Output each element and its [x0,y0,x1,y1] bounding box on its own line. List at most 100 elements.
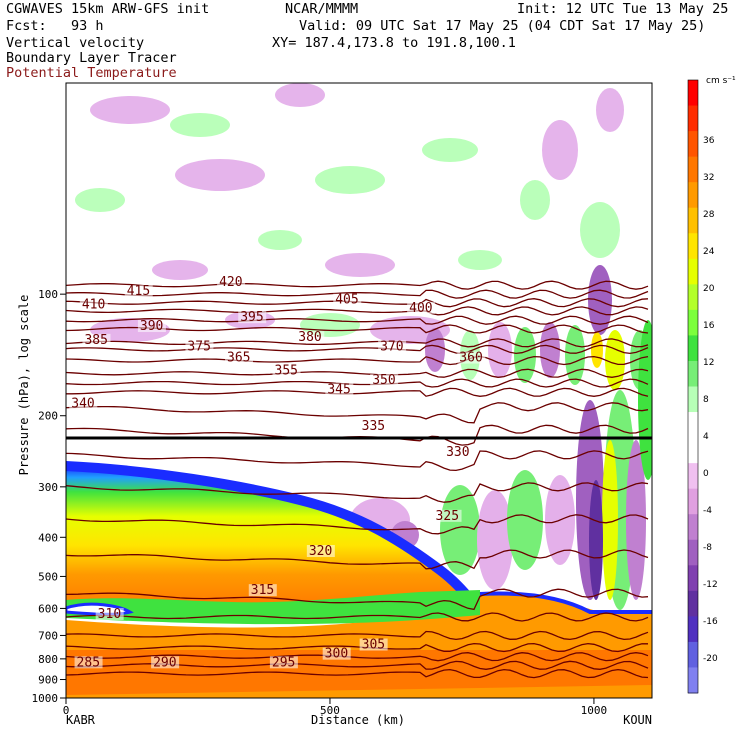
contour-label: 325 [436,509,459,524]
theta-contour [66,378,649,388]
colorbar-swatch [688,335,698,362]
contour-label-bg [359,638,388,651]
y-tick-label: 800 [38,653,58,666]
x-axis: 0 500 1000 [63,698,607,717]
contour-labels: 420 415 410 405 400 395 390 385 380 375 370 365 360 3… [69,275,486,670]
colorbar-label: 36 [703,136,715,146]
colorbar-label: 20 [703,284,715,294]
model-title: CGWAVES 15km ARW-GFS init [6,1,210,17]
colorbar-label: 0 [703,469,709,479]
theta-contour [66,402,649,424]
contour-label-bg [296,331,325,344]
contour-label-bg [433,509,462,522]
cross-section-coords: XY= 187.4,173.8 to 191.8,100.1 [272,35,516,51]
y-tick-label: 500 [38,570,58,583]
theta-contour [66,668,649,679]
theta-contour [66,450,649,472]
contour-label: 315 [251,583,274,598]
x-axis-label: Distance (km) [311,713,405,727]
y-tick-label: 600 [38,602,58,615]
contour-label-bg [217,276,246,289]
contour-label: 345 [327,382,350,397]
contour-label: 355 [275,363,298,378]
colorbar-label: -16 [703,617,718,627]
theta-contour [66,344,649,355]
x-tick-label: 1000 [581,704,608,717]
field-boundary-layer-tracer: Boundary Layer Tracer [6,50,177,66]
colorbar-label: -4 [703,506,712,516]
contour-label-bg [185,340,214,353]
contour-label-bg [359,420,388,433]
contour-label-bg [74,656,103,669]
org-label: NCAR/MMMM [285,1,359,17]
theta-contour [66,588,649,611]
init-label: Init: 12 UTC Tue 13 May 25 [517,1,729,17]
plot-frame [65,82,653,699]
contour-label-bg [322,647,351,660]
shaded-field [66,83,652,698]
theta-contour [66,306,649,316]
y-axis-label: Pressure (hPa), log scale [17,295,31,476]
contour-label: 360 [459,351,482,366]
colorbar-swatch [688,514,698,541]
theta-contour [66,652,649,662]
x-tick-label: 500 [320,704,340,717]
y-tick-label: 900 [38,674,58,687]
contour-label-bg [333,293,362,306]
contour-label-bg [370,374,399,387]
contour-label: 335 [362,419,385,434]
contour-label-bg [325,383,354,396]
colorbar-swatch [688,105,698,132]
colorbar-label: 24 [703,247,715,257]
y-tick-label: 200 [38,410,58,423]
contour-label: 410 [82,298,105,313]
colorbar-swatch [688,463,698,490]
contour-label: 375 [187,339,210,354]
theta-contour [66,280,649,290]
contour-label-bg [407,301,436,314]
theta-contour [66,549,649,570]
theta-contour [66,642,648,653]
colorbar-swatch [688,667,698,694]
colorbar-label: -12 [703,580,718,590]
contour-label-bg [137,320,166,333]
contour-label-bg [378,340,407,353]
colorbar-label: -20 [703,654,718,664]
contour-label-bg [124,285,153,298]
colorbar-swatch [688,590,698,617]
contour-label: 290 [153,655,176,670]
colorbar-swatch [688,156,698,183]
colorbar-swatch [688,207,698,234]
contour-label: 350 [372,373,395,388]
contour-label-bg [444,445,473,458]
contour-label-bg [225,351,254,364]
contour-label-bg [79,298,108,311]
contour-label: 305 [362,638,385,653]
contour-label-bg [95,607,124,620]
colorbar: 36 32 28 24 20 16 12 8 4 0 -4 -8 -12 -16 -20 [687,79,718,694]
colorbar-swatch [688,131,698,158]
contour-label: 420 [219,275,242,290]
contour-label: 400 [409,301,432,316]
colorbar-frame [687,79,699,694]
colorbar-label: -8 [703,543,712,553]
colorbar-swatch [688,258,698,285]
colorbar-swatch [688,412,698,439]
theta-contour [66,387,649,397]
colorbar-label: 4 [703,432,709,442]
contour-label-bg [69,397,98,410]
theta-contour [66,355,649,366]
start-station-label: KABR [66,713,96,727]
theta-contour [66,338,649,348]
contour-label: 385 [84,333,107,348]
y-tick-label: 700 [38,629,58,642]
theta-contour [66,612,649,622]
contour-label-bg [248,584,277,597]
contour-label-bg [238,311,267,324]
contour-label: 330 [446,445,469,460]
contour-label: 405 [335,293,358,308]
end-station-label: KOUN [623,713,652,727]
colorbar-swatch [688,80,698,107]
colorbar-swatch [688,233,698,260]
